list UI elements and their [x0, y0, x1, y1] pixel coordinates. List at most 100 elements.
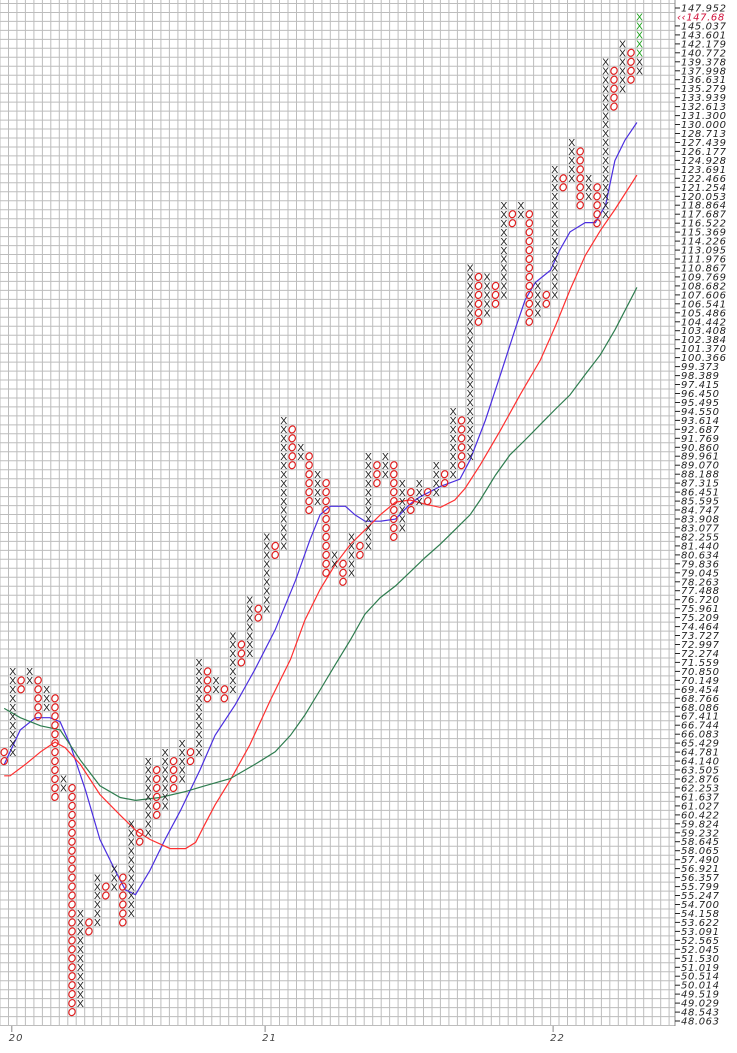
x-box: X [551, 191, 558, 203]
time-axis: 20 21 22 [9, 1026, 564, 1044]
o-box [339, 559, 347, 568]
x-box: X [467, 361, 474, 373]
o-box [68, 972, 76, 981]
o-box [51, 694, 59, 703]
price-label: 113.095 [681, 246, 727, 257]
x-box: X [162, 756, 169, 768]
pf-column-o [457, 416, 466, 470]
x-box: X [467, 334, 474, 346]
o-box [474, 272, 483, 282]
o-box [593, 210, 601, 219]
ma_fast-line [3, 122, 638, 896]
x-box: X [94, 872, 101, 884]
pf-column-o [373, 461, 381, 488]
o-box [68, 945, 76, 954]
o-box [68, 837, 76, 846]
x-box: X [534, 299, 541, 311]
x-box: X [348, 559, 355, 571]
price-label: 55.247 [681, 891, 720, 902]
price-label: 76.720 [681, 595, 720, 606]
x-box: X [348, 532, 355, 544]
x-box: X [416, 487, 423, 499]
price-label: 104.442 [681, 317, 727, 328]
x-box: X [111, 863, 118, 875]
price-label: 60.422 [681, 810, 720, 821]
price-label: 135.279 [681, 84, 727, 95]
o-box [525, 281, 534, 291]
o-box [610, 102, 618, 111]
price-label: 48.543 [681, 1008, 720, 1019]
o-box [390, 505, 398, 515]
x-box: X [280, 424, 287, 436]
price-label: 66.744 [681, 721, 720, 732]
o-box [0, 747, 8, 757]
x-box: X [195, 684, 202, 696]
pf-column-o [423, 487, 432, 506]
price-label: 94.550 [681, 407, 720, 418]
x-box: X [568, 173, 575, 185]
x-box: X [280, 478, 287, 490]
x-box: X [263, 532, 270, 544]
o-box [474, 308, 483, 317]
x-box: X [636, 12, 643, 24]
x-box: X [568, 137, 575, 149]
x-box: X [534, 290, 541, 302]
x-box: X [229, 666, 236, 678]
x-box: X [145, 756, 152, 768]
o-box [440, 478, 449, 488]
x-box: X [280, 415, 287, 427]
pf-column-o [542, 290, 551, 308]
o-box [356, 541, 364, 551]
x-box: X [500, 218, 507, 230]
o-box [322, 487, 330, 497]
x-box: X [162, 747, 169, 759]
x-box: X [348, 568, 355, 580]
o-box [491, 290, 500, 300]
pf-column-x: XXX [43, 684, 50, 714]
price-label: 100.366 [681, 353, 727, 364]
x-box: X [263, 568, 270, 580]
price-label: 63.505 [681, 766, 720, 777]
x-box: X [467, 352, 474, 364]
x-box: X [467, 451, 474, 463]
o-box [34, 694, 42, 703]
x-box: X [128, 899, 135, 911]
price-label: 106.541 [681, 299, 727, 310]
x-box: X [467, 290, 474, 302]
price-label: 127.439 [681, 138, 727, 149]
pf-column-x: XXX [111, 863, 118, 893]
pf-column-o [0, 747, 8, 766]
o-box [525, 254, 534, 264]
x-box: X [128, 854, 135, 866]
o-box [390, 532, 398, 542]
x-box: X [433, 460, 440, 472]
pf-column-o [220, 685, 229, 703]
x-box: X [365, 478, 372, 490]
ma_mid-line [4, 174, 638, 850]
o-box [169, 756, 178, 766]
pf-column-x: XX [517, 200, 524, 221]
x-box: X [500, 236, 507, 248]
x-box: X [60, 783, 67, 795]
x-box: X [602, 164, 609, 176]
price-label: 103.408 [681, 326, 727, 337]
price-label: 68.766 [681, 694, 720, 705]
price-label: 85.595 [681, 497, 720, 508]
x-box: X [433, 487, 440, 499]
price-label: 50.014 [681, 981, 720, 992]
o-box [373, 470, 381, 479]
o-box [68, 891, 76, 900]
o-box [474, 281, 483, 291]
o-box [51, 756, 59, 766]
x-box: X [365, 514, 372, 526]
x-box: X [382, 469, 389, 481]
x-box: X [568, 146, 575, 158]
pf-column-o [390, 461, 398, 542]
x-box: X [551, 182, 558, 194]
price-label: 88.188 [681, 470, 720, 481]
o-box [51, 703, 59, 712]
x-box: X [280, 487, 287, 499]
o-box [491, 299, 500, 308]
